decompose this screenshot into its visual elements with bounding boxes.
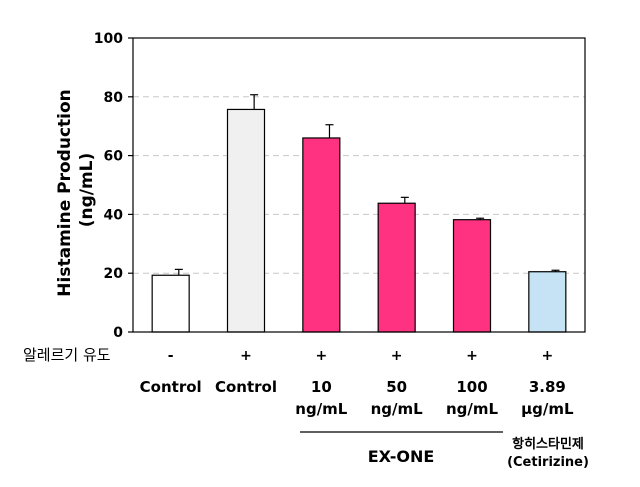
bar-5 [528, 271, 567, 333]
category-unit-4: ng/mL [446, 400, 499, 418]
category-labels: - Control + Control +10 ng/mL +50 ng/mL +100 ng/m… [140, 348, 574, 418]
bar-4 [452, 219, 492, 333]
bar-1 [226, 108, 266, 333]
category-unit-3: ng/mL [371, 400, 424, 418]
induction-row-label: 알레르기 유도 [23, 346, 111, 364]
y-tick-label-1: 20 [104, 266, 124, 282]
category-label-1: Control [215, 378, 277, 396]
grid-lines [133, 96, 585, 274]
y-tick-label-2: 40 [104, 207, 124, 223]
group-label: EX-ONE [368, 447, 435, 466]
y-axis-ticks: 0 20 40 60 80 100 [94, 31, 133, 341]
induction-mark-3: + [391, 348, 403, 364]
category-label-4: 100 [456, 378, 487, 396]
induction-mark-2: + [315, 348, 327, 364]
axes [132, 37, 586, 333]
induction-mark-4: + [466, 348, 478, 364]
induction-mark-1: + [240, 348, 252, 364]
y-axis-label-line2: (ng/mL) [77, 153, 97, 228]
category-label-0: Control [140, 378, 202, 396]
plot-frame [132, 37, 586, 333]
category-label-2: 10 [311, 378, 332, 396]
y-tick-label-0: 0 [113, 325, 123, 341]
category-label-5: 3.89 [529, 378, 566, 396]
bars [151, 94, 567, 333]
y-tick-label-5: 100 [94, 31, 123, 47]
y-tick-label-4: 80 [104, 90, 124, 106]
y-axis-label-line1: Histamine Production [55, 89, 75, 296]
bar-3 [377, 202, 416, 333]
y-axis-label: Histamine Production (ng/mL) [55, 83, 97, 296]
induction-mark-5: + [541, 348, 553, 364]
y-tick-label-3: 60 [104, 149, 124, 165]
induction-mark-0: - [168, 348, 174, 364]
bar-2 [302, 137, 341, 333]
category-unit-2: ng/mL [295, 400, 348, 418]
bar-0 [151, 274, 190, 333]
reference-label-line2: (Cetirizine) [507, 455, 589, 470]
category-label-3: 50 [386, 378, 407, 396]
category-unit-5: μg/mL [521, 400, 574, 418]
reference-label-line1: 항히스타민제 [512, 436, 584, 452]
